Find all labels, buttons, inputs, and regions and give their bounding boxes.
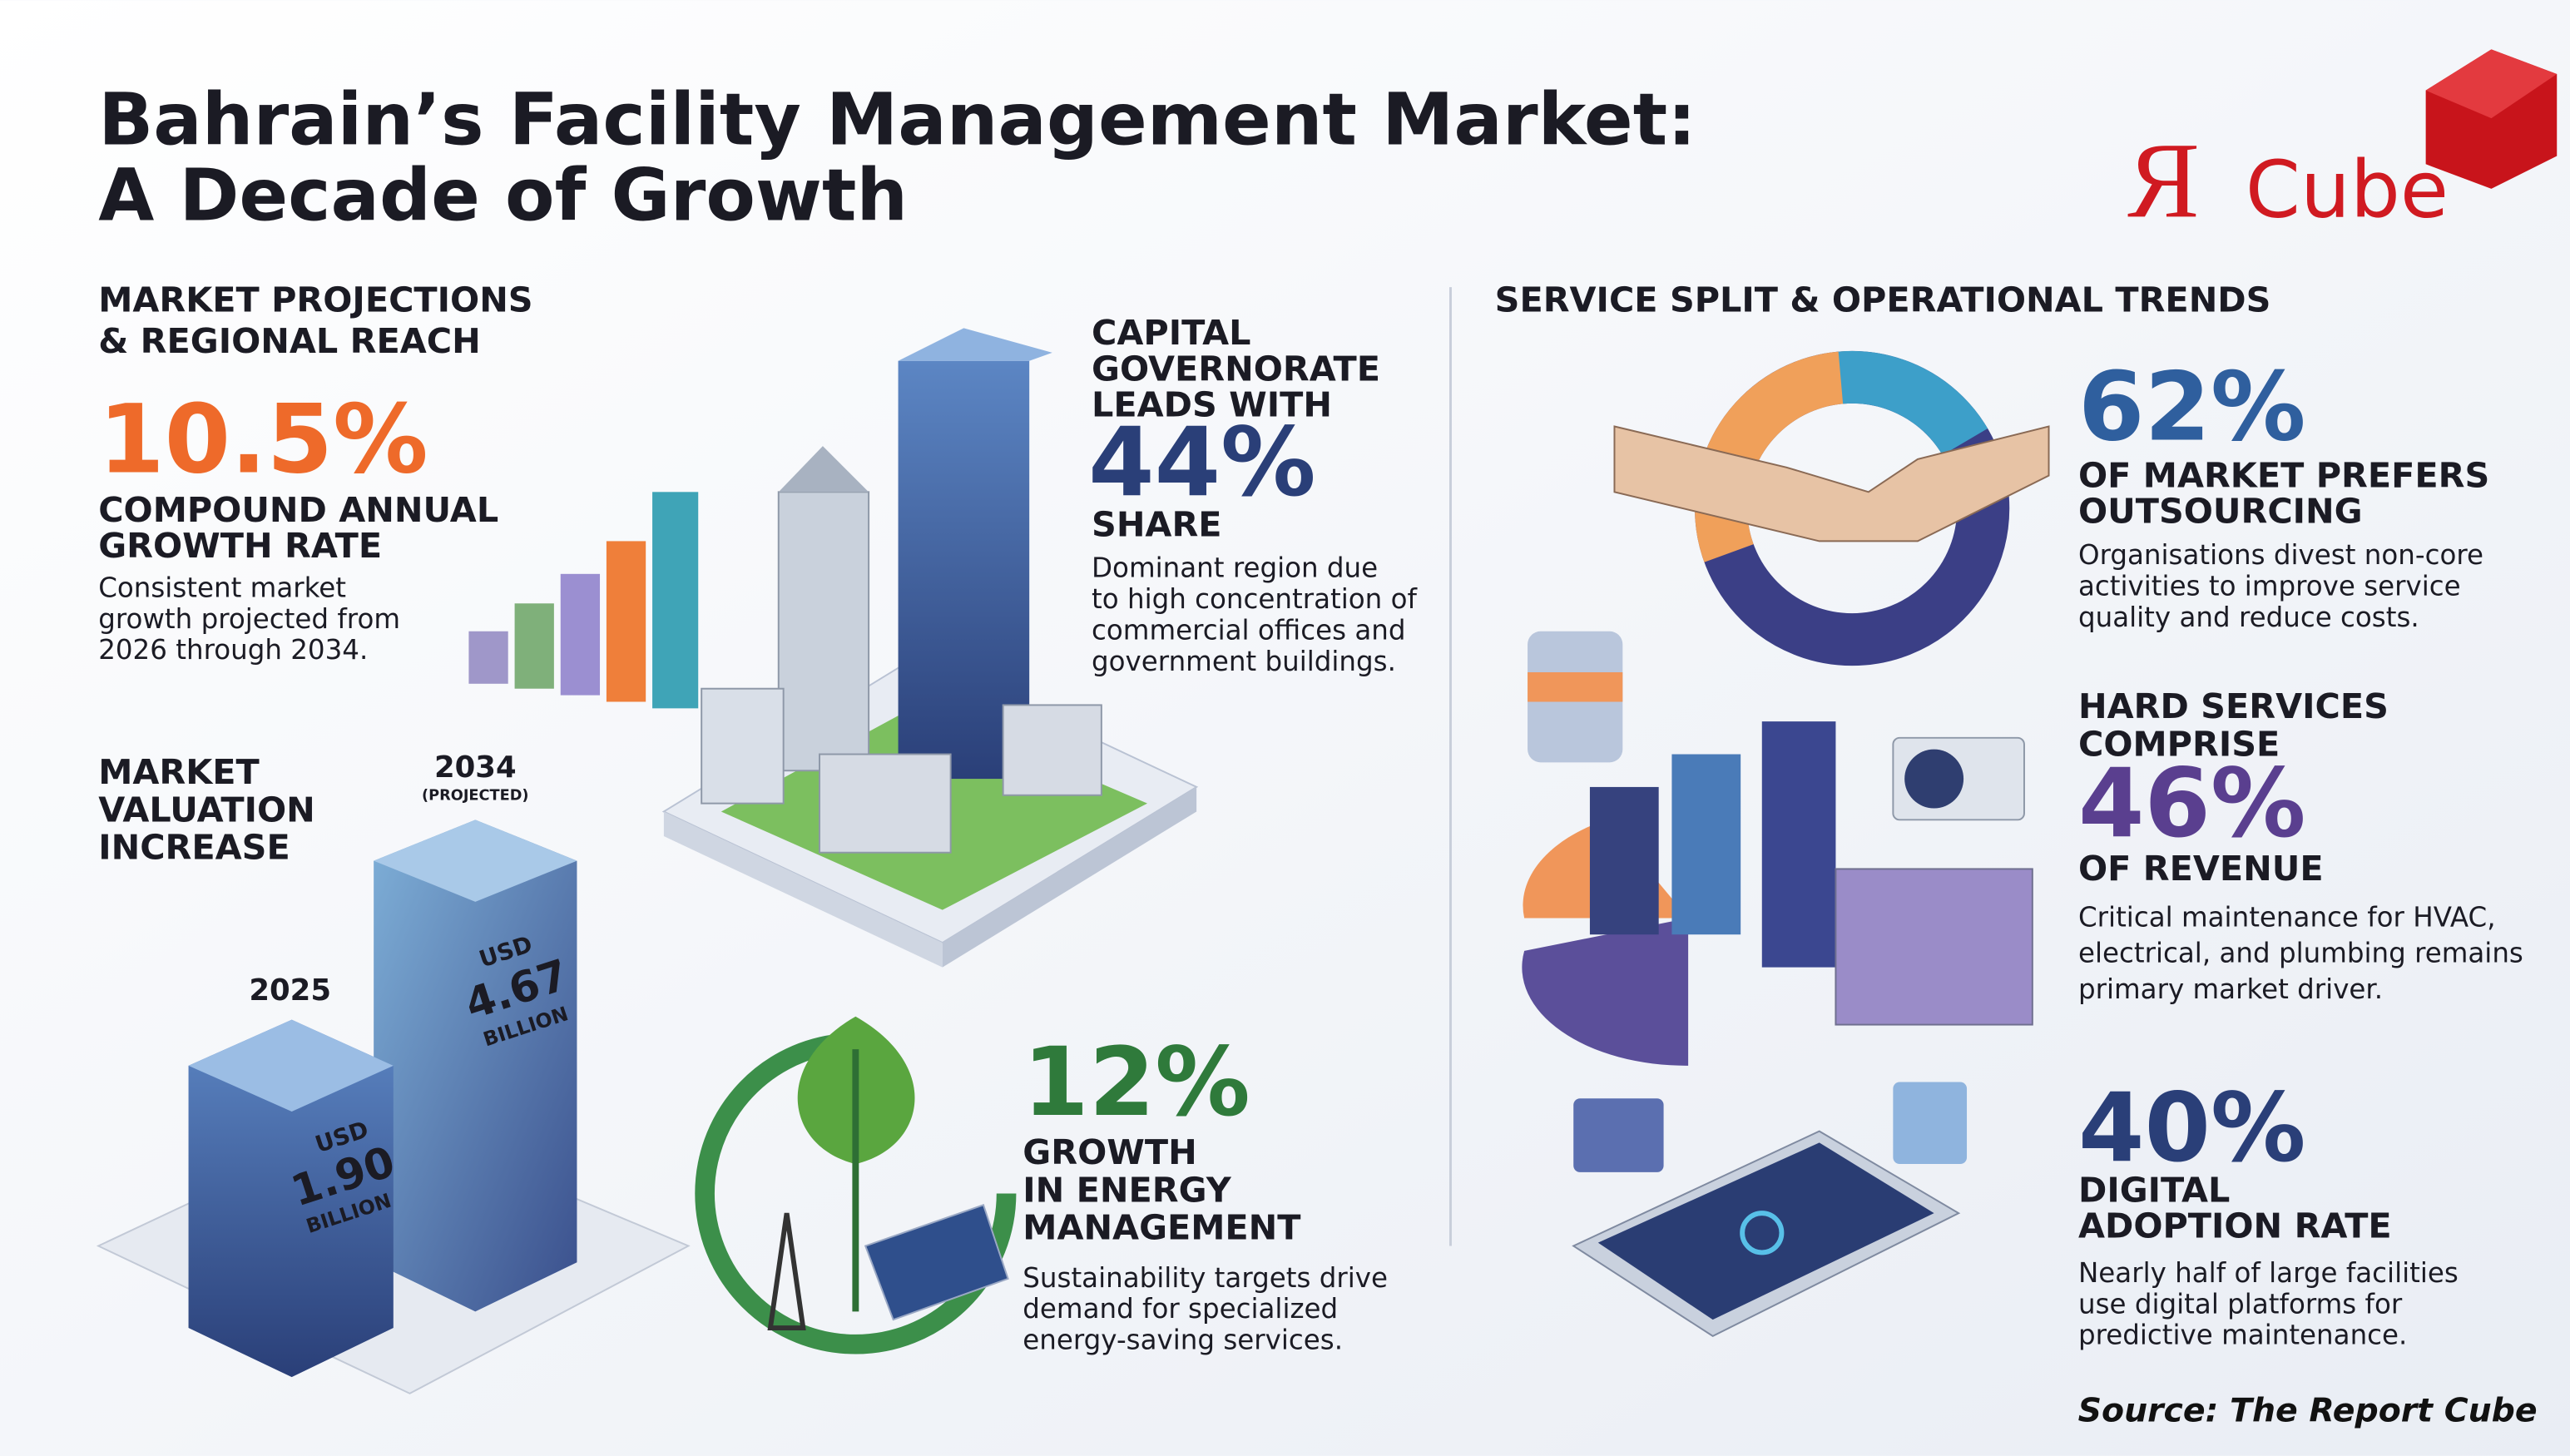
stat-label: GROWTH RATE [98,526,382,566]
description: demand for specialized [1023,1293,1338,1325]
description: to high concentration of [1092,583,1418,615]
section-heading: SERVICE SPLIT & OPERATIONAL TRENDS [1495,280,2271,320]
digital-tablet [1572,1082,1968,1338]
outsourcing-donut [1613,350,2050,666]
stat-label: GROWTH [1023,1132,1196,1172]
stat-label: HARD SERVICES [2078,686,2389,726]
section-heading: MARKET PROJECTIONS [98,280,532,320]
description: quality and reduce costs. [2078,602,2419,633]
stat-label: OF MARKET PREFERS [2078,455,2489,495]
section-heading: MARKET [98,752,260,792]
description: Dominant region due [1092,552,1378,584]
stat-label: COMPOUND ANNUAL [98,490,498,530]
growth-bars [468,492,699,709]
description: Critical maintenance for HVAC, [2078,901,2496,933]
stat-label: COMPRISE [2078,724,2280,764]
source: Source: The Report Cube [2078,1391,2538,1429]
valuation-buildings: USD 4.67 BILLION USD 1.90 BILLION [96,820,691,1394]
section-heading: VALUATION [98,790,315,830]
year-label: 2034 [434,750,517,785]
logo-cube-top [2425,49,2558,119]
logo: Я Cube [2127,49,2558,240]
description: use digital platforms for [2078,1288,2403,1320]
section-heading: INCREASE [98,828,290,868]
title: A Decade of Growth [98,154,908,237]
description: growth projected from [98,603,400,635]
description: Sustainability targets drive [1023,1262,1388,1294]
year-note: (PROJECTED) [422,788,529,805]
description: primary market driver. [2078,973,2383,1005]
logo-word: Cube [2246,144,2449,235]
stat-label: IN ENERGY [1023,1170,1231,1210]
stat-value: 44% [1088,407,1315,518]
stat-value: 46% [2078,748,2305,859]
description: predictive maintenance. [2078,1320,2407,1351]
description: Consistent market [98,572,346,603]
description: activities to improve service [2078,570,2461,602]
stat-value: 12% [1023,1027,1250,1137]
stat-label: GOVERNORATE [1092,349,1380,389]
description: commercial offices and [1092,615,1405,646]
description: 2026 through 2034. [98,634,368,666]
description: Organisations divest non-core [2078,539,2483,571]
year-label: 2025 [249,973,331,1008]
city-illustration [661,328,1199,968]
stat-value: 40% [2078,1072,2305,1183]
stat-value: 10.5% [98,384,428,495]
description: government buildings. [1092,646,1396,677]
stat-value: 62% [2078,351,2305,462]
stat-label: DIGITAL [2078,1170,2230,1210]
description: electrical, and plumbing remains [2078,938,2523,969]
hard-services-pie [1522,631,2033,1066]
description: energy-saving services. [1023,1325,1343,1356]
energy-icon [695,1016,1017,1354]
stat-label: SHARE [1092,505,1222,545]
stat-label: MANAGEMENT [1023,1208,1300,1248]
stat-label: LEADS WITH [1092,385,1332,425]
stat-label: ADOPTION RATE [2078,1206,2392,1246]
section-heading: & REGIONAL REACH [98,321,481,361]
title: Bahrain’s Facility Management Market: [98,79,1696,162]
description: Nearly half of large facilities [2078,1257,2459,1289]
stat-label: OF REVENUE [2078,849,2324,889]
logo-letter: Я [2127,121,2200,240]
stat-label: OUTSOURCING [2078,492,2363,532]
stat-label: CAPITAL [1092,313,1250,353]
